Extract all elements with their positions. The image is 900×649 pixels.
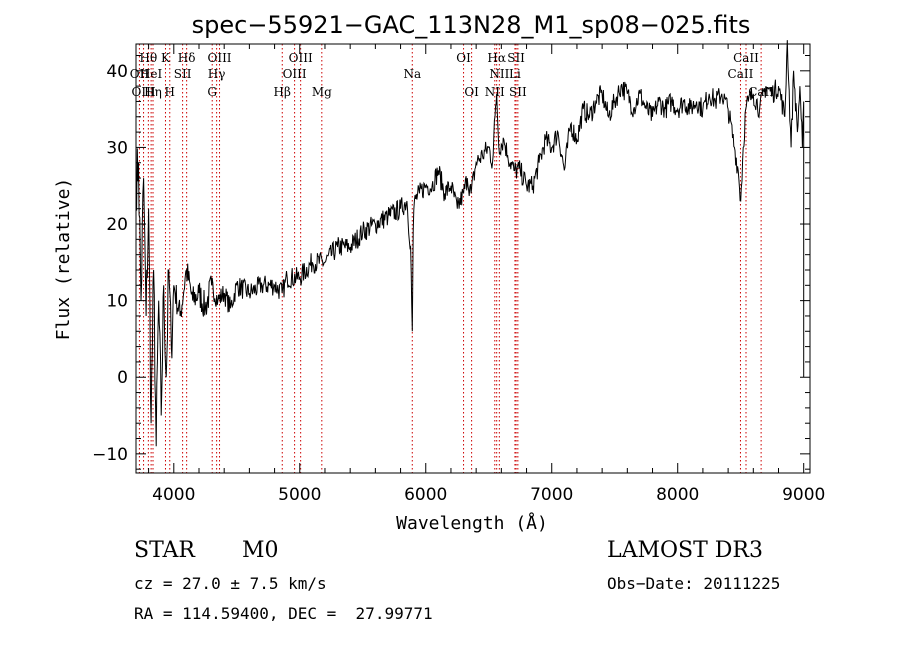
spectral-line-label: OIII — [283, 67, 307, 81]
x-tick-label: 4000 — [152, 485, 195, 505]
y-axis-label: Flux (relative) — [53, 178, 74, 341]
x-tick-label: 9000 — [782, 485, 825, 505]
spectral-line-label: K — [161, 51, 171, 65]
coordinates: RA = 114.59400, DEC = 27.99771 — [134, 604, 433, 623]
spectral-line-label: OIII — [207, 51, 231, 65]
x-axis-label: Wavelength (Å) — [396, 512, 548, 534]
y-tick-label: 40 — [106, 62, 128, 82]
spectral-line-label: Hη — [144, 85, 162, 99]
spectral-line-label: SII — [509, 85, 527, 99]
axis-ticks: 4000 5000 6000 7000 8000 9000 −10 0 10 20 30 40 — [92, 44, 825, 505]
spectral-line-label: HeI — [140, 67, 163, 81]
y-tick-label: 10 — [106, 292, 128, 312]
spectral-line-label: OI — [456, 51, 471, 65]
y-tick-label: 20 — [106, 215, 128, 235]
spectral-line-label: Mg — [312, 85, 332, 99]
y-tick-label: 30 — [106, 138, 128, 158]
spectral-line-label: H — [165, 85, 175, 99]
spectral-line-label: Hα — [487, 51, 506, 65]
spectral-line-label: OIII — [132, 85, 156, 99]
spectral-line-label: Hδ — [178, 51, 196, 65]
spectral-line-label: OIII — [289, 51, 313, 65]
spectral-line-label: OI — [464, 85, 479, 99]
plot-frame — [135, 43, 811, 474]
y-tick-label: 0 — [117, 368, 128, 388]
spectral-line-label: NII — [485, 85, 505, 99]
spectral-line-label: Li — [509, 67, 521, 81]
spectral-line-label: SII — [174, 67, 192, 81]
x-tick-label: 7000 — [530, 485, 573, 505]
observation-date: Obs−Date: 20111225 — [607, 574, 781, 593]
object-class: STAR — [134, 538, 195, 563]
spectrum-line — [135, 40, 805, 447]
redshift-velocity: cz = 27.0 ± 7.5 km/s — [134, 574, 327, 593]
spectral-line-label: SII — [507, 51, 525, 65]
x-tick-label: 8000 — [656, 485, 699, 505]
spectral-line-label: Na — [403, 67, 421, 81]
chart-title: spec−55921−GAC_113N28_M1_sp08−025.fits — [192, 11, 751, 39]
x-tick-label: 6000 — [404, 485, 447, 505]
spectral-line-label: Hθ — [139, 51, 157, 65]
x-tick-label: 5000 — [278, 485, 321, 505]
spectral-line-markers — [138, 44, 762, 473]
spectral-line-label: G — [207, 85, 217, 99]
spectral-line-label: NII — [489, 67, 509, 81]
object-subclass: M0 — [242, 538, 279, 563]
spectral-line-label: CaII — [733, 51, 759, 65]
spectral-line-label: Hγ — [208, 67, 226, 81]
spectral-line-label: Hβ — [274, 85, 291, 99]
survey-name: LAMOST DR3 — [607, 538, 763, 563]
y-tick-label: −10 — [92, 445, 128, 465]
spectral-line-label: CaII — [728, 67, 754, 81]
